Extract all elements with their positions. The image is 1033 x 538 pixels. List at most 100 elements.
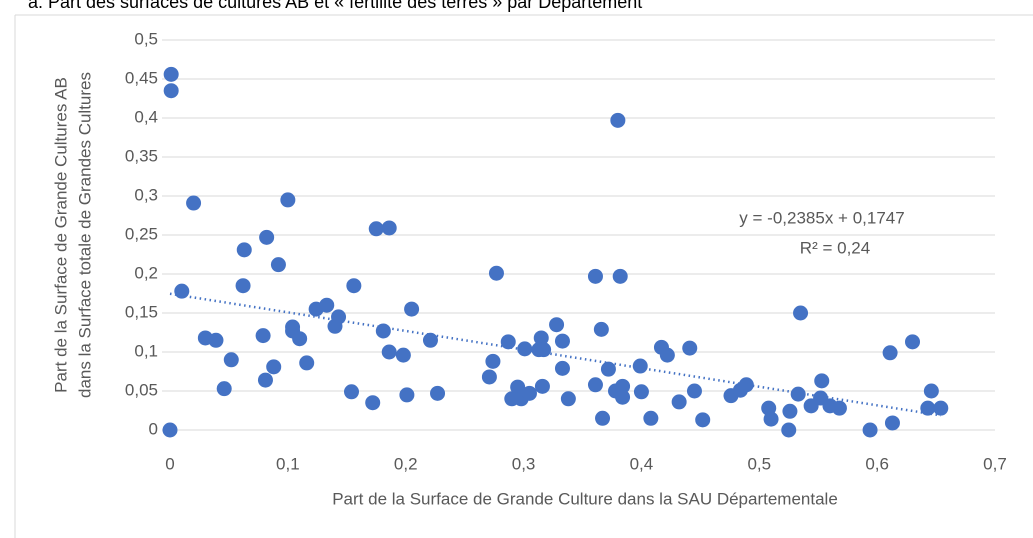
data-point [510, 379, 526, 395]
data-point [368, 221, 384, 237]
x-tick-label: 0,1 [276, 454, 300, 473]
data-point [344, 384, 359, 400]
data-point [593, 321, 609, 337]
data-point [615, 389, 631, 405]
x-tick-label: 0,5 [747, 454, 771, 473]
data-point [610, 112, 626, 128]
data-point [521, 385, 537, 401]
data-point [549, 317, 565, 333]
data-point [517, 341, 533, 357]
data-point [365, 395, 381, 411]
data-point [485, 353, 501, 369]
data-point [208, 332, 224, 348]
data-point [933, 400, 949, 416]
y-tick-label: 0,35 [125, 146, 158, 165]
data-point [600, 361, 616, 377]
y-tick-label: 0,05 [125, 380, 158, 399]
data-point [595, 410, 611, 426]
data-point [381, 220, 397, 236]
data-point [235, 278, 251, 294]
data-point [259, 229, 275, 245]
data-point [319, 297, 335, 313]
data-point [659, 347, 675, 363]
data-point [255, 328, 271, 344]
data-point [831, 400, 847, 416]
data-point [381, 344, 397, 360]
data-point [299, 355, 315, 371]
x-tick-label: 0,4 [630, 454, 654, 473]
data-point [587, 268, 603, 284]
y-tick-label: 0,25 [125, 224, 158, 243]
data-point [162, 422, 178, 438]
x-tick-label: 0 [165, 454, 174, 473]
data-point [882, 345, 898, 361]
data-point [331, 309, 347, 325]
data-point [554, 360, 570, 376]
y-axis-label: dans la Surface totale de Grandes Cultur… [75, 72, 94, 398]
data-point [163, 66, 179, 82]
data-point [375, 323, 391, 339]
r-squared: R² = 0,24 [800, 238, 870, 257]
data-point [884, 415, 900, 431]
data-point [615, 378, 631, 394]
data-point [236, 242, 252, 258]
data-point [266, 359, 282, 375]
y-tick-label: 0,4 [134, 107, 158, 126]
data-point [399, 387, 415, 403]
x-tick-label: 0,6 [865, 454, 889, 473]
y-tick-label: 0 [149, 419, 158, 438]
data-point [814, 373, 830, 389]
data-point [587, 377, 603, 393]
data-point [534, 378, 550, 394]
data-point [257, 372, 273, 388]
x-tick-label: 0,3 [512, 454, 536, 473]
data-point [223, 352, 239, 368]
data-point [920, 400, 936, 416]
data-point [695, 412, 711, 428]
data-point [292, 331, 308, 347]
data-point [404, 301, 420, 317]
y-axis-label: Part de la Surface de Grande Cultures AB [51, 77, 70, 393]
data-point [782, 403, 798, 419]
data-point [395, 347, 411, 363]
data-point [686, 383, 702, 399]
data-point [763, 411, 779, 427]
data-point [533, 330, 549, 346]
y-tick-label: 0,5 [134, 29, 158, 48]
data-point [346, 278, 362, 294]
data-point [862, 422, 878, 438]
data-point [488, 265, 504, 281]
data-point [632, 358, 648, 374]
data-point [612, 268, 628, 284]
data-point [536, 342, 552, 358]
data-point [923, 383, 939, 399]
y-tick-label: 0,45 [125, 68, 158, 87]
x-tick-label: 0,7 [983, 454, 1007, 473]
data-point [643, 410, 659, 426]
data-point [793, 305, 809, 321]
data-point [500, 334, 516, 350]
y-tick-label: 0,15 [125, 302, 158, 321]
data-point [174, 283, 190, 299]
data-point [738, 377, 754, 393]
data-point [422, 332, 438, 348]
data-point [163, 83, 179, 99]
y-tick-label: 0,2 [134, 263, 158, 282]
x-tick-label: 0,2 [394, 454, 418, 473]
trendline [169, 292, 941, 417]
data-point [216, 381, 232, 397]
data-point [186, 195, 202, 211]
data-point [280, 192, 296, 208]
data-point [633, 384, 649, 400]
y-tick-label: 0,3 [134, 185, 158, 204]
data-point [270, 257, 286, 273]
data-point [481, 369, 497, 385]
chart-title: a. Part des surfaces de cultures AB et «… [28, 0, 642, 12]
data-point [781, 422, 797, 438]
data-point [430, 385, 446, 401]
x-axis-label: Part de la Surface de Grande Culture dan… [332, 489, 838, 508]
y-tick-label: 0,1 [134, 341, 158, 360]
data-point [682, 340, 698, 356]
trendline-equation: y = -0,2385x + 0,1747 [739, 208, 904, 227]
